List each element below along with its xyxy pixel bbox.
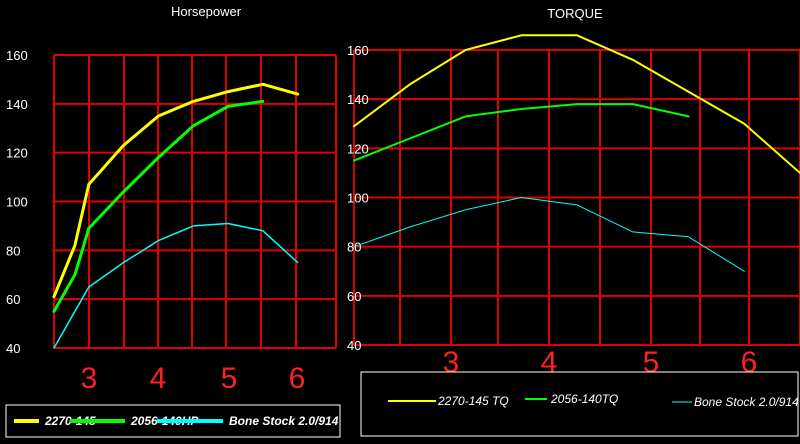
- legend-label-3: Bone Stock 2.0/914: [694, 395, 799, 409]
- horsepower-title: Horsepower: [171, 4, 242, 19]
- x-tick-label: 3: [443, 346, 460, 379]
- torque-legend-box: [360, 371, 799, 437]
- x-tick-label: 3: [81, 362, 98, 395]
- y-tick-label: 140: [6, 97, 28, 112]
- y-tick-label: 40: [6, 341, 20, 356]
- y-tick-label: 80: [347, 240, 361, 255]
- series-line-3: [353, 197, 745, 272]
- torque-title: TORQUE: [547, 6, 603, 21]
- legend-label-2: 2056-140TQ: [550, 392, 618, 406]
- series-line-2: [353, 103, 690, 162]
- series-line-1: [52, 82, 300, 299]
- x-tick-label: 4: [541, 346, 558, 379]
- y-tick-label: 160: [6, 48, 28, 63]
- horsepower-chart: Horsepower 40 60 80 100 120 140 160 3 4 5 6 2270-…: [5, 4, 341, 438]
- horsepower-x-ticks: 3 4 5 6: [81, 362, 306, 395]
- series-line-2: [52, 99, 265, 313]
- y-tick-label: 140: [347, 92, 369, 107]
- y-tick-label: 100: [347, 191, 369, 206]
- torque-grid: [353, 49, 800, 346]
- series-line-1: [353, 34, 800, 174]
- y-tick-label: 60: [347, 289, 361, 304]
- y-tick-label: 160: [347, 43, 369, 58]
- horsepower-grid: [53, 54, 337, 349]
- x-tick-label: 5: [221, 362, 238, 395]
- y-tick-label: 80: [6, 243, 20, 258]
- y-tick-label: 40: [347, 338, 361, 353]
- torque-y-ticks: 40 60 80 100 120 140 160: [347, 43, 369, 353]
- torque-chart: TORQUE 40 60 80 100 120 140 160 3 4 5 6 2270-145 …: [347, 6, 800, 437]
- y-tick-label: 100: [6, 195, 28, 210]
- legend-label-1: 2270-145 TQ: [437, 394, 509, 408]
- horsepower-y-ticks: 40 60 80 100 120 140 160: [6, 48, 28, 356]
- series-line-3: [53, 222, 299, 349]
- torque-series: [353, 34, 800, 272]
- torque-legend: 2270-145 TQ 2056-140TQ Bone Stock 2.0/914: [360, 371, 799, 437]
- horsepower-legend: 2270-1452056-140HPBone Stock 2.0/914: [5, 404, 341, 438]
- horsepower-series: [52, 82, 300, 349]
- x-tick-label: 6: [741, 346, 758, 379]
- y-tick-label: 120: [347, 141, 369, 156]
- x-tick-label: 6: [289, 362, 306, 395]
- legend-label-3: Bone Stock 2.0/914: [229, 414, 339, 428]
- y-tick-label: 120: [6, 146, 28, 161]
- y-tick-label: 60: [6, 292, 20, 307]
- x-tick-label: 5: [643, 346, 660, 379]
- x-tick-label: 4: [150, 362, 167, 395]
- torque-x-ticks: 3 4 5 6: [443, 346, 758, 379]
